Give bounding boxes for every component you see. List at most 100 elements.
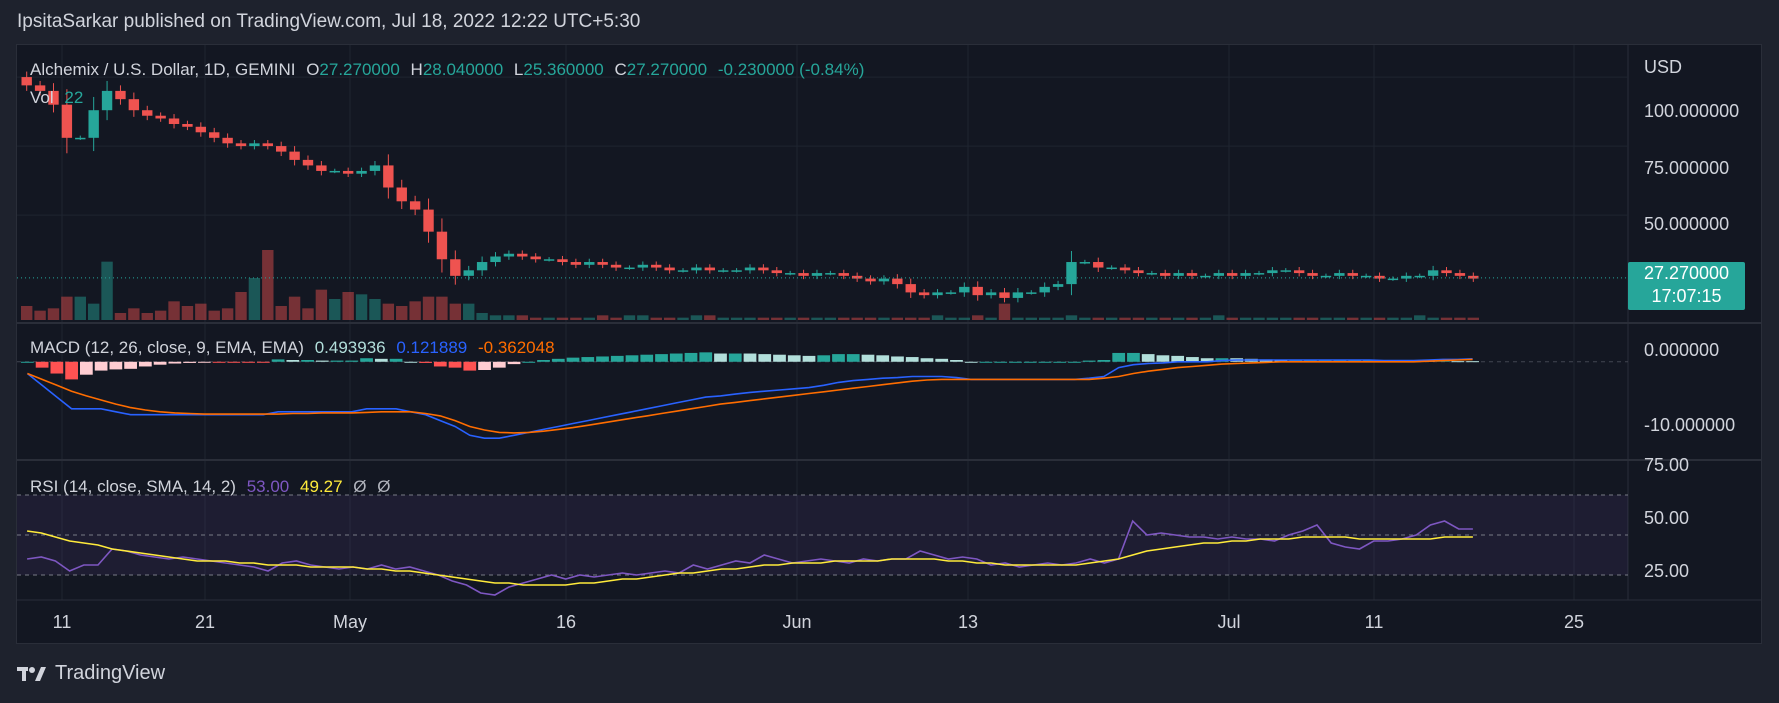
macd-histogram-bar (492, 361, 506, 368)
candle-body (704, 267, 716, 271)
macd-histogram-bar (286, 360, 300, 362)
candle-body (718, 270, 729, 272)
candle-body (1441, 270, 1452, 274)
candle-body (811, 273, 823, 276)
volume-bar (717, 317, 729, 320)
volume-bar (905, 317, 917, 320)
candle-body (1039, 286, 1050, 293)
candle-body (637, 264, 649, 268)
volume-bar (650, 317, 662, 320)
low-value: 25.360000 (523, 60, 604, 79)
macd-histogram-bar (787, 355, 801, 362)
candle-body (1307, 273, 1318, 276)
macd-histogram-bar (728, 353, 742, 362)
candle-body (1052, 284, 1064, 287)
volume-bar (972, 315, 984, 320)
volume-bar (958, 317, 971, 320)
macd-histogram-bar (65, 361, 78, 380)
volume-bar (1253, 317, 1265, 320)
candle-body (517, 253, 528, 257)
volume-bar (47, 308, 60, 320)
volume-bar (382, 303, 395, 320)
candle-body (1320, 275, 1332, 278)
candle-body (530, 256, 541, 260)
macd-histogram-bar (802, 355, 816, 362)
candle-body (1026, 292, 1037, 294)
macd-histogram-bar (1127, 352, 1140, 362)
candle-body (249, 143, 260, 147)
macd-histogram-bar (109, 361, 123, 370)
candle-body (744, 267, 756, 271)
macd-histogram-bar (419, 361, 432, 363)
rsi-extra-2: Ø (377, 477, 391, 496)
footer-brand: TradingView (55, 662, 166, 684)
volume-bar (1467, 317, 1479, 320)
macd-histogram-bar (551, 358, 565, 362)
macd-histogram-bar (433, 361, 447, 367)
candle-body (222, 137, 233, 144)
volume-bar (248, 278, 261, 320)
macd-histogram-bar (522, 361, 536, 363)
volume-bar (1132, 317, 1145, 320)
symbol-title: Alchemix / U.S. Dollar, 1D, GEMINI (30, 60, 296, 79)
volume-bar (449, 303, 462, 320)
volume-bar (195, 303, 207, 320)
macd-histogram-bar (758, 354, 772, 362)
candle-body (865, 278, 876, 282)
volume-bar (838, 317, 850, 320)
volume-bar (1105, 317, 1118, 320)
volume-bar (1199, 317, 1212, 320)
candle-body (798, 273, 809, 276)
volume-bar (570, 317, 582, 320)
macd-histogram-bar (1186, 357, 1199, 362)
rsi-line (26, 519, 1473, 596)
macd-histogram-bar (1009, 361, 1022, 363)
volume-bar (704, 315, 716, 320)
candle-body (771, 270, 782, 274)
candle-body (1227, 273, 1238, 276)
macd-histogram-bar (994, 361, 1008, 363)
candle-body (1414, 275, 1425, 278)
macd-histogram-bar (905, 357, 919, 362)
volume-bar (114, 313, 127, 320)
macd-histogram-bar (684, 352, 698, 362)
candle-body (543, 259, 555, 261)
candle-body (88, 110, 99, 138)
volume-bar (864, 317, 877, 320)
macd-histogram-bar (920, 358, 934, 362)
macd-histogram-bar (138, 361, 152, 367)
volume-bar (288, 296, 301, 320)
volume-bar (436, 296, 448, 320)
macd-hist-value: 0.493936 (314, 338, 386, 357)
candle-body (731, 270, 742, 272)
volume-bar (503, 315, 515, 320)
macd-histogram-bar (743, 353, 757, 362)
candle-body (209, 132, 220, 138)
candle-body (302, 159, 314, 166)
low-label: L (513, 60, 524, 79)
rsi-value: 53.00 (246, 477, 290, 496)
macd-histogram-bar (124, 361, 137, 369)
time-tick: Jun (782, 612, 812, 632)
candle-body (1106, 267, 1117, 270)
volume-bar (1440, 317, 1453, 320)
volume-bar (1092, 317, 1104, 320)
macd-histogram-bar (389, 358, 403, 362)
candle-body (21, 77, 32, 86)
chart-frame[interactable] (16, 44, 1762, 644)
macd-title: MACD (12, 26, close, 9, EMA, EMA) (30, 338, 304, 357)
candle-body (691, 267, 702, 271)
volume-bar (262, 250, 274, 320)
macd-histogram-bar (714, 353, 727, 362)
volume-bar (302, 308, 314, 320)
macd-histogram-bar (168, 361, 182, 364)
macd-histogram-bar (699, 352, 713, 362)
volume-bar (342, 292, 354, 320)
macd-histogram-bar (21, 361, 34, 363)
volume-bar (1172, 317, 1185, 320)
candle-body (182, 124, 193, 127)
macd-histogram-bar (1200, 358, 1214, 362)
candle-body (142, 110, 153, 116)
rsi-band (17, 495, 1628, 575)
